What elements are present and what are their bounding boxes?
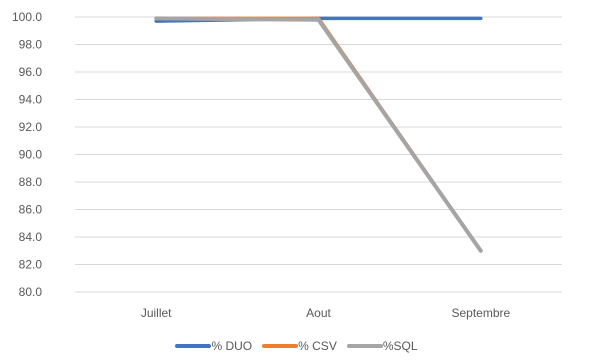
legend-swatch-duo (175, 344, 212, 348)
y-tick-label: 86.0 (19, 203, 43, 217)
x-tick-label: Aout (306, 306, 331, 320)
y-tick-label: 80.0 (19, 285, 43, 299)
legend-label-sql: %SQL (382, 339, 418, 353)
y-tick-label: 92.0 (19, 120, 43, 134)
series-group (154, 16, 483, 253)
x-axis: Juillet Aout Septembre (141, 306, 511, 320)
gridlines (75, 16, 562, 293)
legend-swatch-csv (262, 344, 299, 348)
x-tick-label: Juillet (141, 306, 172, 320)
series-line-1 (154, 16, 483, 253)
chart-legend: % DUO % CSV %SQL (0, 337, 593, 355)
y-tick-label: 88.0 (19, 175, 43, 189)
legend-item-duo: % DUO (175, 337, 252, 355)
y-tick-label: 90.0 (19, 148, 43, 162)
y-tick-label: 82.0 (19, 258, 43, 272)
legend-item-csv: % CSV (262, 337, 337, 355)
legend-label-duo: % DUO (211, 339, 253, 353)
y-tick-label: 84.0 (19, 230, 43, 244)
legend-swatch-sql (346, 344, 383, 348)
series-line-2 (154, 16, 483, 253)
y-axis: 80.0 82.0 84.0 86.0 88.0 90.0 92.0 94.0 96.0 98.0… (12, 10, 42, 299)
y-tick-label: 98.0 (19, 38, 43, 52)
legend-item-sql: %SQL (346, 337, 418, 355)
legend-label-csv: % CSV (298, 339, 337, 353)
y-tick-label: 94.0 (19, 93, 43, 107)
x-tick-label: Septembre (451, 306, 510, 320)
y-tick-label: 96.0 (19, 65, 43, 79)
y-tick-label: 100.0 (12, 10, 42, 24)
